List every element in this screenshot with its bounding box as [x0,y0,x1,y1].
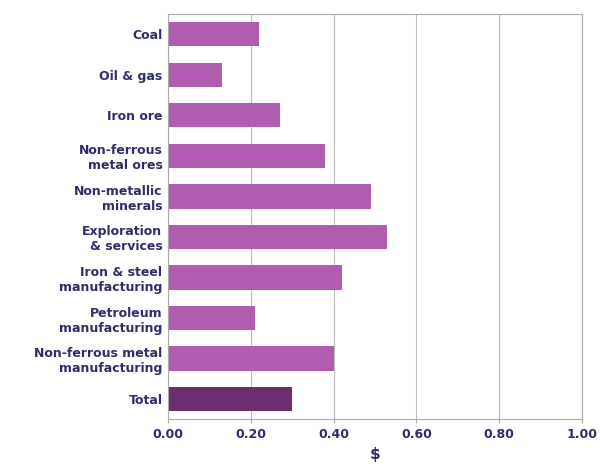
Bar [168,265,342,290]
Bar [168,103,280,128]
Bar [168,144,325,168]
Bar [168,387,292,411]
Bar [168,62,222,87]
X-axis label: $: $ [370,447,380,462]
Bar [168,22,259,47]
Bar [168,184,371,209]
Bar [168,346,334,371]
Bar [168,225,388,249]
Bar [168,306,255,330]
